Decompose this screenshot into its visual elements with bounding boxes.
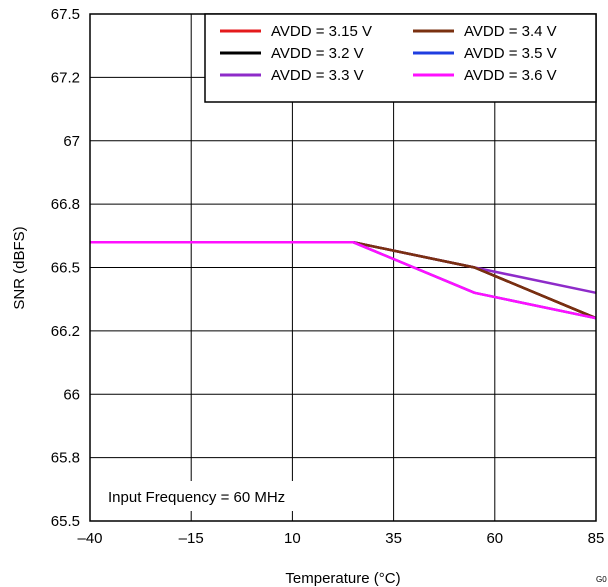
annotation-text: Input Frequency = 60 MHz bbox=[108, 489, 285, 506]
y-tick-label: 66.8 bbox=[51, 196, 80, 213]
legend-label: AVDD = 3.6 V bbox=[464, 67, 557, 84]
series-line bbox=[90, 240, 597, 320]
series-line bbox=[90, 240, 597, 320]
x-tick-labels: –40 –15 10 35 60 85 bbox=[77, 530, 604, 547]
legend-label: AVDD = 3.2 V bbox=[271, 45, 364, 62]
x-axis-label: Temperature (°C) bbox=[285, 570, 400, 587]
y-tick-labels: 65.5 65.8 66 66.2 66.5 66.8 67 67.2 67.5 bbox=[51, 6, 80, 530]
y-tick-label: 67.2 bbox=[51, 69, 80, 86]
x-tick-label: –40 bbox=[77, 530, 102, 547]
y-axis-label: SNR (dBFS) bbox=[11, 226, 28, 309]
y-tick-label: 67.5 bbox=[51, 6, 80, 23]
x-tick-label: 10 bbox=[284, 530, 301, 547]
x-tick-label: –15 bbox=[179, 530, 204, 547]
y-tick-label: 65.8 bbox=[51, 450, 80, 467]
y-tick-label: 66.5 bbox=[51, 260, 80, 277]
x-tick-label: 85 bbox=[588, 530, 605, 547]
legend-label: AVDD = 3.3 V bbox=[271, 67, 364, 84]
y-tick-label: 67 bbox=[63, 133, 80, 150]
annotation-box bbox=[100, 481, 315, 511]
series-line bbox=[90, 240, 597, 320]
legend-label: AVDD = 3.15 V bbox=[271, 23, 372, 40]
y-tick-label: 66.2 bbox=[51, 323, 80, 340]
y-tick-label: 65.5 bbox=[51, 513, 80, 530]
series-lines bbox=[90, 240, 597, 320]
y-tick-label: 66 bbox=[63, 386, 80, 403]
legend-label: AVDD = 3.4 V bbox=[464, 23, 557, 40]
series-line bbox=[90, 240, 597, 320]
legend: AVDD = 3.15 V AVDD = 3.2 V AVDD = 3.3 V AVD… bbox=[204, 13, 597, 103]
x-tick-label: 35 bbox=[385, 530, 402, 547]
legend-label: AVDD = 3.5 V bbox=[464, 45, 557, 62]
x-tick-label: 60 bbox=[486, 530, 503, 547]
series-line bbox=[90, 240, 597, 320]
legend-box bbox=[204, 13, 597, 103]
corner-label: G0 bbox=[596, 575, 607, 584]
